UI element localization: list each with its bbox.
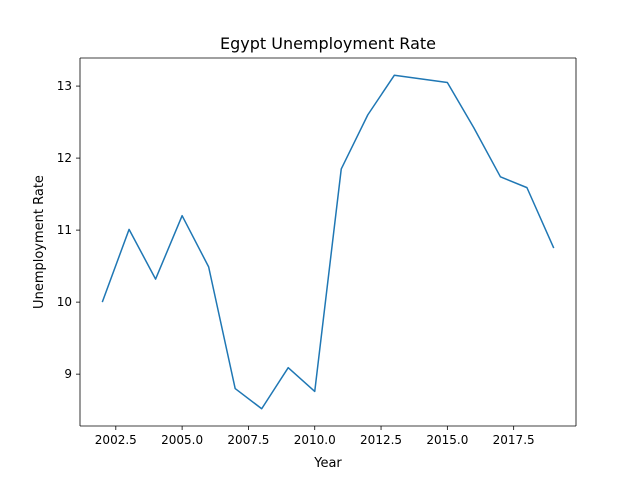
x-tick-label: 2017.5: [493, 433, 535, 447]
y-tick-label: 13: [57, 79, 72, 93]
x-tick-label: 2005.0: [161, 433, 203, 447]
x-tick-label: 2015.0: [426, 433, 468, 447]
x-axis-label: Year: [313, 456, 342, 471]
plot-area: 2002.5 2005.0 2007.5 2010.0 2012.5 2015.0 2017…: [57, 57, 577, 447]
series-line-0: [101, 74, 555, 410]
y-axis-label: Unemployment Rate: [32, 175, 47, 309]
y-tick-label: 12: [57, 151, 72, 165]
y-tick-label: 9: [64, 367, 72, 381]
y-tick-label: 10: [57, 295, 72, 309]
x-tick-label: 2007.5: [227, 433, 269, 447]
x-tick-label: 2010.0: [294, 433, 336, 447]
chart-title: Egypt Unemployment Rate: [220, 34, 436, 53]
y-tick-label: 11: [57, 223, 72, 237]
x-tick-label: 2012.5: [360, 433, 402, 447]
x-tick-label: 2002.5: [95, 433, 137, 447]
